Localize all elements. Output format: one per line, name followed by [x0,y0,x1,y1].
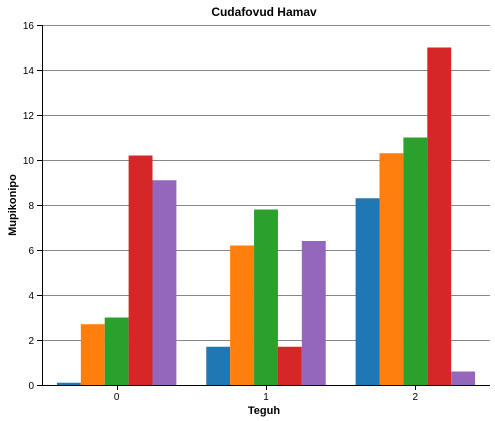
bar-cat0-s0 [56,382,81,385]
x-tick-label: 0 [114,392,120,403]
x-axis-label: Teguh [248,405,280,417]
bar-cat0-s3 [128,155,153,385]
y-tick-label: 0 [28,381,34,392]
y-tick-label: 14 [23,66,35,77]
y-tick-label: 12 [23,111,35,122]
bar-cat2-s4 [451,371,476,385]
y-tick-label: 16 [23,21,35,32]
bar-cat1-s2 [254,209,278,385]
bar-cat2-s2 [403,137,428,385]
bar-cat1-s4 [301,241,326,385]
bar-cat1-s0 [206,346,231,385]
bar-cat1-s1 [230,245,255,385]
bar-cat2-s3 [427,47,452,385]
y-axis-label: Mupikonipo [7,174,19,236]
bars [56,47,476,385]
x-tick-label: 2 [413,392,419,403]
bar-cat2-s1 [379,153,404,385]
y-tick-label: 10 [23,156,35,167]
bar-cat0-s4 [152,180,177,385]
y-tick-label: 2 [28,336,34,347]
chart-title: Cudafovud Hamav [211,5,317,19]
bar-cat0-s1 [80,324,105,385]
bar-cat2-s0 [355,198,380,385]
x-tick-label: 1 [263,392,269,403]
y-tick-label: 6 [28,246,34,257]
y-tick-label: 8 [28,201,34,212]
bar-cat0-s2 [104,317,129,385]
y-tick-label: 4 [28,291,34,302]
bar-cat1-s3 [277,346,302,385]
